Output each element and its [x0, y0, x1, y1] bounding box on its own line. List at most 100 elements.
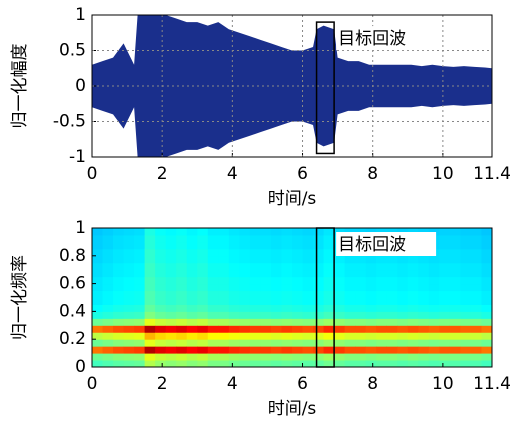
- heat-cell: [428, 255, 440, 264]
- heat-cell: [344, 276, 356, 285]
- heat-cell: [218, 241, 230, 250]
- heat-cell: [218, 234, 230, 243]
- heat-cell: [228, 318, 240, 326]
- heat-cell: [407, 262, 419, 271]
- heat-cell: [439, 360, 451, 368]
- heat-cell: [134, 290, 146, 298]
- heat-cell: [397, 325, 409, 333]
- heat-cell: [481, 332, 493, 340]
- plot-frame: [91, 14, 493, 158]
- heat-cell: [102, 304, 114, 312]
- heat-cell: [113, 353, 125, 361]
- heat-cell: [197, 325, 209, 333]
- heat-cell: [144, 311, 156, 319]
- heat-cell: [113, 346, 125, 354]
- heat-cell: [165, 276, 177, 285]
- heat-cell: [418, 318, 430, 326]
- heat-cell: [260, 304, 272, 312]
- heat-cell: [165, 255, 177, 264]
- heat-cell: [386, 297, 398, 305]
- target-box: [315, 227, 335, 368]
- heat-cell: [439, 276, 451, 285]
- heat-cell: [323, 269, 335, 278]
- heat-cell: [397, 339, 409, 347]
- heat-cell: [302, 318, 314, 326]
- heat-cell: [292, 228, 304, 236]
- x-tick-label: 2: [157, 164, 168, 184]
- heat-cell: [239, 248, 251, 257]
- heat-cell: [123, 241, 135, 250]
- heat-cell: [197, 241, 209, 250]
- heat-cell: [302, 255, 314, 264]
- heat-cell: [218, 360, 230, 368]
- heat-cell: [344, 353, 356, 361]
- heat-cell: [165, 304, 177, 312]
- heat-cell: [197, 360, 209, 368]
- heat-cell: [197, 311, 209, 319]
- heat-cell: [218, 228, 230, 236]
- heat-cell: [302, 360, 314, 368]
- heat-cell: [439, 255, 451, 264]
- heat-cell: [270, 241, 282, 250]
- heat-cell: [228, 248, 240, 257]
- heat-cell: [376, 297, 388, 305]
- heat-cell: [355, 353, 367, 361]
- heat-cell: [292, 248, 304, 257]
- heat-cell: [207, 325, 219, 333]
- heat-cell: [292, 262, 304, 271]
- heat-cell: [397, 276, 409, 285]
- heat-cell: [176, 332, 188, 340]
- heat-cell: [313, 248, 325, 257]
- heat-cell: [102, 248, 114, 257]
- heat-cell: [302, 248, 314, 257]
- heat-cell: [270, 290, 282, 298]
- heat-cell: [102, 297, 114, 305]
- heat-cell: [176, 283, 188, 292]
- heat-cell: [165, 234, 177, 243]
- heat-cell: [439, 283, 451, 292]
- heat-cell: [155, 332, 167, 340]
- heat-cell: [228, 353, 240, 361]
- heat-cell: [481, 248, 493, 257]
- heat-cell: [313, 290, 325, 298]
- heat-cell: [313, 276, 325, 285]
- heat-cell: [102, 228, 114, 236]
- heat-cell: [407, 311, 419, 319]
- heat-cell: [460, 297, 472, 305]
- heat-cell: [439, 346, 451, 354]
- heat-cell: [92, 353, 104, 361]
- heat-cell: [239, 325, 251, 333]
- heat-cell: [123, 311, 135, 319]
- heat-cell: [418, 346, 430, 354]
- heat-cell: [344, 318, 356, 326]
- heat-cell: [249, 228, 261, 236]
- heat-cell: [355, 283, 367, 292]
- heat-cell: [365, 297, 377, 305]
- heat-cell: [460, 241, 472, 250]
- heat-cell: [228, 262, 240, 271]
- heat-cell: [281, 325, 293, 333]
- target-box: [315, 21, 335, 155]
- heat-cell: [102, 290, 114, 298]
- heat-cell: [260, 332, 272, 340]
- heat-cell: [176, 353, 188, 361]
- heat-cell: [386, 311, 398, 319]
- heat-cell: [397, 332, 409, 340]
- heat-cell: [334, 360, 346, 368]
- heat-cell: [323, 276, 335, 285]
- heat-cell: [376, 311, 388, 319]
- heat-cell: [449, 262, 461, 271]
- heat-cell: [197, 276, 209, 285]
- heat-cell: [270, 325, 282, 333]
- heat-cell: [470, 311, 482, 319]
- heat-cell: [144, 339, 156, 347]
- heat-cell: [313, 283, 325, 292]
- heat-cell: [397, 228, 409, 236]
- heat-cell: [407, 325, 419, 333]
- heat-cell: [386, 304, 398, 312]
- heat-cell: [397, 290, 409, 298]
- heat-cell: [134, 318, 146, 326]
- heat-cell: [302, 297, 314, 305]
- heat-cell: [207, 269, 219, 278]
- heat-cell: [92, 332, 104, 340]
